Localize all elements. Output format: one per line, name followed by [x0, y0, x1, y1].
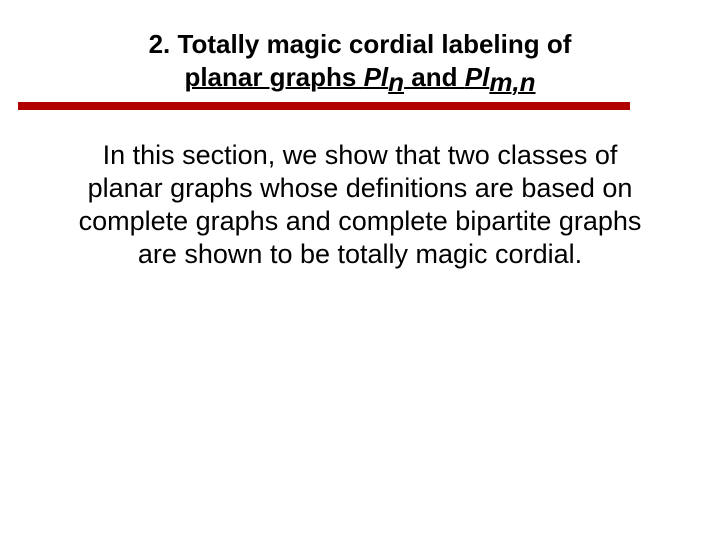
title-subscript-1: n	[388, 67, 404, 97]
title-subscript-2: m,n	[489, 67, 535, 97]
title-symbol-2: Pl	[465, 62, 490, 92]
title-line-2-lead: planar graphs	[184, 62, 363, 92]
slide-title: 2. Totally magic cordial labeling of pla…	[54, 28, 666, 97]
slide-container: 2. Totally magic cordial labeling of pla…	[0, 0, 720, 540]
title-symbol-1: Pl	[364, 62, 389, 92]
title-mid: and	[404, 62, 465, 92]
body-paragraph: In this section, we show that two classe…	[54, 139, 666, 271]
accent-divider	[18, 102, 630, 110]
title-line-1: 2. Totally magic cordial labeling of	[149, 29, 572, 59]
